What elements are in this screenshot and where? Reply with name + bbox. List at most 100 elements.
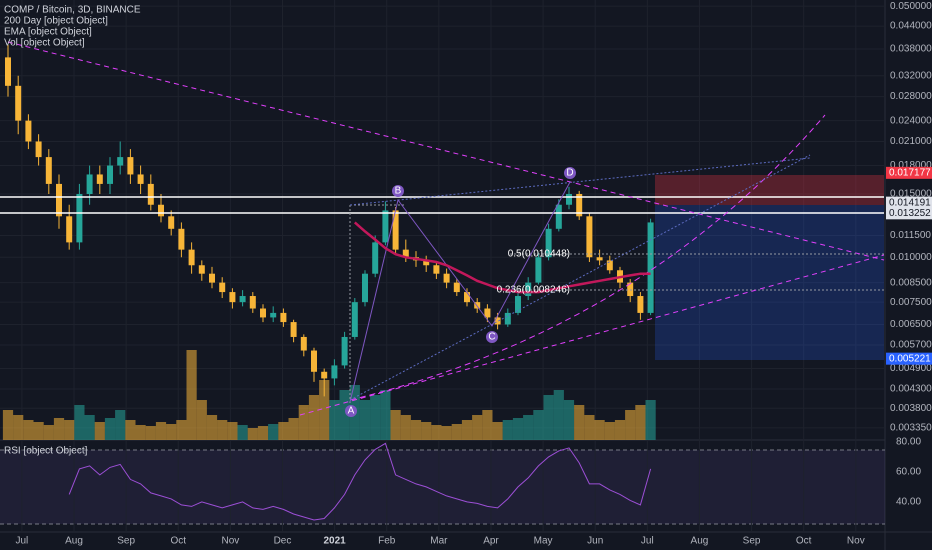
volume-bar (329, 400, 340, 440)
candle-body (311, 350, 317, 372)
candle-body (76, 193, 83, 243)
candle-body (117, 157, 124, 166)
x-tick-label: Dec (274, 536, 292, 547)
legend-entry: EMA [object Object] (4, 27, 92, 38)
y-tick-label: 0.006500 (890, 319, 932, 330)
candle-body (198, 265, 205, 274)
candle-body (637, 296, 644, 313)
x-tick-label: Jul (15, 536, 28, 547)
volume-bar (492, 422, 503, 440)
volume-bar (135, 425, 146, 440)
volume-bar (645, 400, 656, 440)
volume-bar (186, 350, 197, 440)
candle-body (260, 308, 266, 318)
volume-bar (563, 400, 575, 440)
volume-bar (543, 395, 554, 440)
candle-body (331, 365, 338, 379)
volume-bar (33, 422, 44, 440)
candle-body (464, 292, 470, 303)
legend-entry: 200 Day [object Object] (4, 16, 108, 27)
volume-bar (319, 380, 330, 440)
candle-body (545, 228, 552, 258)
y-tick-label: 0.032000 (890, 70, 932, 81)
price-tag (886, 207, 932, 220)
volume-bar (104, 418, 116, 440)
candle-body (56, 183, 62, 217)
rsi-tick-label: 60.00 (896, 467, 921, 478)
candle-body (555, 204, 562, 229)
candle-body (66, 216, 73, 243)
volume-bar (461, 420, 473, 440)
candle-body (402, 249, 409, 258)
volume-bar (64, 420, 75, 440)
candle-body (372, 242, 379, 274)
rsi-tick-label: 40.00 (896, 497, 921, 508)
wave-label: B (395, 186, 402, 197)
candle-body (280, 312, 287, 323)
x-tick-label: Nov (847, 536, 865, 547)
candle-body (596, 257, 603, 261)
wave-marker (564, 167, 576, 179)
rsi-line (68, 442, 652, 521)
y-tick-label: 0.004900 (890, 363, 932, 374)
price-tag (886, 352, 932, 365)
volume-bar (502, 420, 513, 440)
candle-body (188, 249, 195, 266)
candle-body (45, 157, 52, 184)
wave-marker (392, 185, 404, 197)
candle-body (443, 273, 450, 283)
legend-entry: Vol [object Object] (4, 38, 85, 49)
candle-body (86, 174, 93, 194)
price-tag (886, 196, 932, 209)
volume-bar (74, 405, 85, 440)
volume-bar (43, 425, 54, 440)
x-tick-label: Aug (691, 536, 709, 547)
trend-line (299, 254, 885, 416)
price-tag-label: 0.017177 (889, 167, 931, 178)
y-tick-label: 0.007500 (890, 297, 932, 308)
volume-bar (594, 420, 605, 440)
volume-bar (217, 420, 228, 440)
volume-bar (227, 422, 238, 440)
x-tick-label: Jul (641, 536, 654, 547)
price-tag (886, 166, 932, 179)
candle-body (423, 260, 430, 266)
volume-bar (441, 426, 452, 440)
candle-body (178, 228, 185, 250)
candle-body (35, 141, 42, 158)
price-tag-label: 0.005221 (889, 353, 931, 364)
candle-body (362, 273, 368, 303)
target-zone (655, 175, 884, 205)
channel-line (349, 157, 811, 206)
x-tick-label: Mar (430, 536, 448, 547)
price-tag-label: 0.013252 (889, 208, 931, 219)
x-tick-label: Feb (378, 536, 396, 547)
x-tick-label: Aug (65, 536, 83, 547)
volume-bar (155, 422, 167, 440)
candle-body (535, 257, 542, 283)
wave-marker (345, 405, 357, 417)
x-tick-label: Sep (743, 536, 761, 547)
volume-bar (512, 418, 524, 440)
volume-bar (604, 422, 615, 440)
y-tick-label: 0.003350 (890, 423, 932, 434)
y-tick-label: 0.008500 (890, 277, 932, 288)
volume-bar (308, 395, 320, 440)
candle-body (147, 183, 154, 205)
volume-bar (431, 425, 442, 440)
x-tick-label: Oct (796, 536, 812, 547)
volume-bar (635, 405, 646, 440)
volume-bar (53, 418, 65, 440)
y-tick-label: 0.024000 (890, 115, 932, 126)
volume-bar (84, 415, 95, 440)
fib-label: 0.236(0.008246) (497, 285, 570, 296)
volume-bar (115, 410, 126, 440)
volume-bar (278, 422, 289, 440)
volume-bar (145, 426, 156, 440)
candle-body (321, 371, 328, 379)
candle-body (96, 174, 103, 184)
candle-body (209, 273, 215, 283)
volume-bar (584, 415, 595, 440)
candle-body (566, 193, 572, 205)
y-tick-label: 0.005700 (890, 340, 932, 351)
